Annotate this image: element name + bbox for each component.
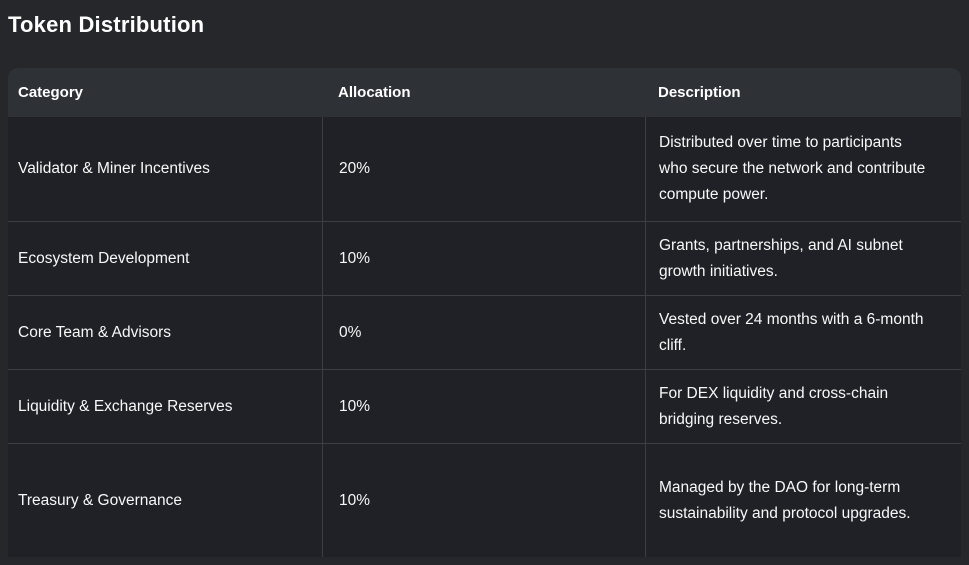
description-cell: Managed by the DAO for long-term sustain… [645,444,961,557]
table-row-validator-miner-incentives: Validator & Miner Incentives 20% Distrib… [8,117,961,221]
table-header-row: Category Allocation Description [8,68,961,117]
token-distribution-page: Token Distribution Category Allocation D… [0,12,969,557]
allocation-cell: 20% [322,117,645,221]
table-row-ecosystem-development: Ecosystem Development 10% Grants, partne… [8,221,961,295]
category-cell: Treasury & Governance [18,491,182,509]
description-cell: Grants, partnerships, and AI subnet grow… [645,222,961,295]
column-header-allocation: Allocation [338,84,411,101]
table-row-core-team-advisors: Core Team & Advisors 0% Vested over 24 m… [8,295,961,369]
category-cell: Liquidity & Exchange Reserves [18,397,233,415]
allocation-cell: 10% [322,444,645,557]
table-row-treasury-governance: Treasury & Governance 10% Managed by the… [8,443,961,557]
category-cell: Core Team & Advisors [18,323,172,341]
column-header-category: Category [18,84,84,101]
table-row-liquidity-exchange-reserves: Liquidity & Exchange Reserves 10% For DE… [8,369,961,443]
category-cell: Validator & Miner Incentives [18,160,210,177]
category-cell: Ecosystem Development [18,249,190,267]
allocation-cell: 0% [322,296,645,369]
description-cell: For DEX liquidity and cross-chain bridgi… [645,370,961,443]
token-distribution-table: Category Allocation Description Validato… [8,68,961,557]
page-title: Token Distribution [8,12,205,37]
allocation-cell: 10% [322,222,645,295]
description-cell: Distributed over time to participants wh… [645,117,961,221]
allocation-cell: 10% [322,370,645,443]
column-header-description: Description [658,84,741,101]
description-cell: Vested over 24 months with a 6-month cli… [645,296,961,369]
